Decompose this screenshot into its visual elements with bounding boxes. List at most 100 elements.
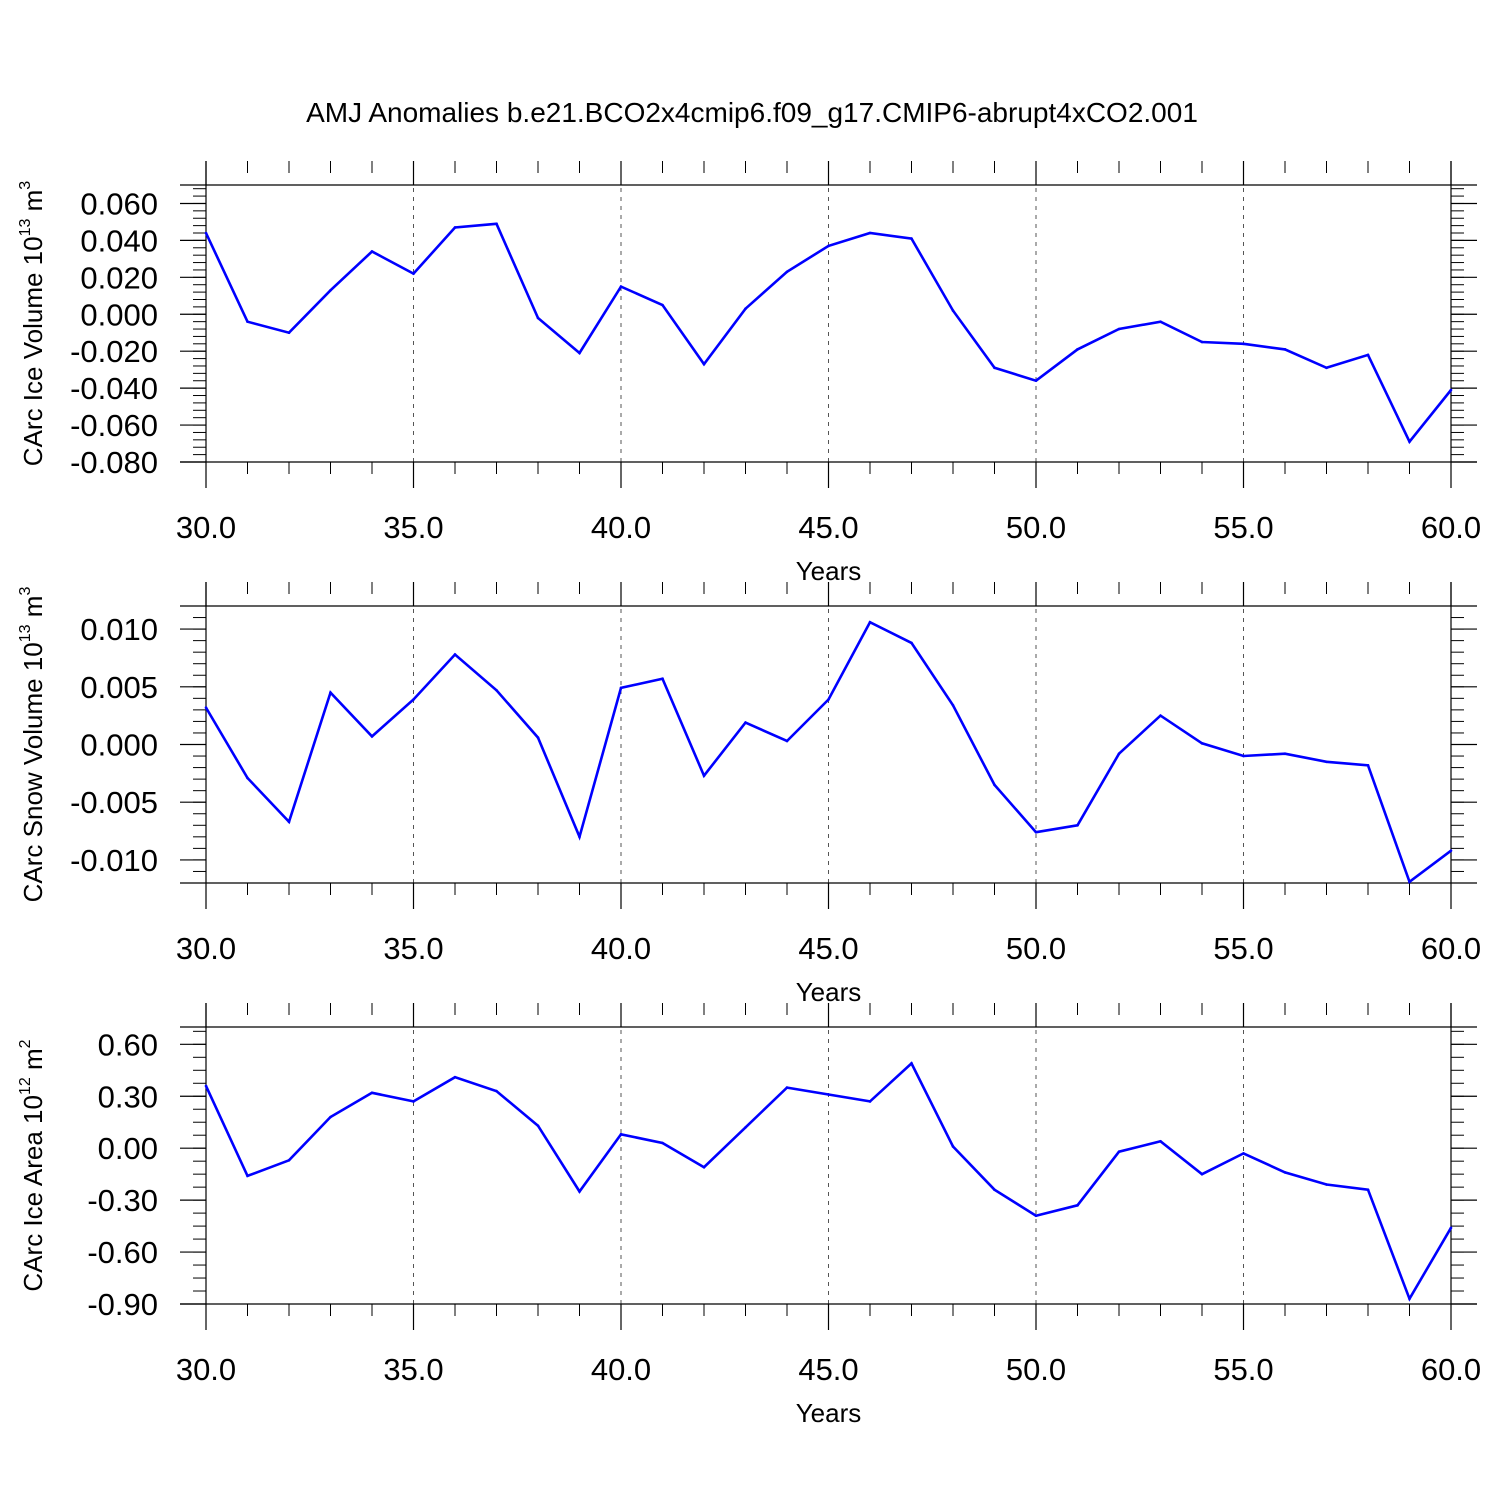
data-point: [453, 1075, 457, 1079]
x-tick-label: 55.0: [1213, 510, 1273, 545]
data-point: [785, 1086, 789, 1089]
y-tick-label: 0.00: [98, 1131, 158, 1166]
data-point: [1200, 340, 1204, 344]
data-point: [702, 1165, 706, 1169]
data-point: [868, 620, 872, 624]
data-point: [1159, 714, 1162, 717]
data-point: [412, 272, 415, 275]
data-point: [453, 653, 457, 656]
data-point: [951, 309, 955, 312]
data-point: [370, 1091, 374, 1095]
x-tick-label: 35.0: [383, 931, 443, 966]
data-point: [827, 244, 830, 248]
data-point: [1449, 1226, 1453, 1230]
y-tick-label: 0.010: [80, 612, 158, 647]
data-point: [1283, 348, 1287, 351]
y-tick-label: -0.020: [70, 334, 158, 369]
x-axis-label: Years: [796, 556, 862, 586]
x-tick-label: 45.0: [798, 931, 858, 966]
y-axis-label: CArc Ice Area 1012 m2: [17, 1039, 48, 1291]
data-point: [1117, 752, 1121, 756]
y-tick-label: 0.60: [98, 1027, 158, 1062]
data-point: [246, 1174, 249, 1178]
data-point: [578, 1190, 581, 1193]
y-axis-label: CArc Snow Volume 1013 m3: [17, 587, 48, 903]
y-tick-label: -0.060: [70, 408, 158, 443]
data-point: [1117, 327, 1121, 331]
data-point: [1283, 1171, 1287, 1174]
data-point: [827, 1093, 830, 1096]
x-tick-label: 60.0: [1421, 1352, 1481, 1387]
data-point: [246, 776, 249, 780]
chart-panel-3: 0.60 0.30 0.00 -0.30 -0.60 -0.90 30.0 35.0 40.0 4…: [17, 1003, 1481, 1428]
data-point: [495, 1089, 498, 1093]
y-axis-label: CArc Ice Volume 1013 m3: [17, 181, 48, 466]
data-point: [204, 231, 208, 235]
data-point: [287, 820, 291, 824]
data-point: [910, 237, 913, 240]
x-tick-label: 45.0: [798, 1352, 858, 1387]
data-point: [910, 1062, 913, 1065]
data-point: [329, 691, 332, 694]
data-point: [661, 677, 664, 681]
data-point: [204, 706, 208, 709]
figure-title: AMJ Anomalies b.e21.BCO2x4cmip6.f09_g17.…: [306, 97, 1198, 128]
data-point: [1408, 880, 1411, 884]
data-point: [412, 698, 415, 701]
series-line: [204, 620, 1452, 884]
data-point: [1242, 342, 1245, 346]
data-point: [495, 222, 498, 226]
x-tick-label: 35.0: [383, 1352, 443, 1387]
data-point: [868, 231, 872, 235]
data-point: [370, 250, 374, 253]
y-tick-label: 0.040: [80, 223, 158, 258]
data-point: [287, 1159, 291, 1162]
data-point: [993, 783, 996, 787]
x-axis-label: Years: [796, 977, 862, 1007]
data-point: [1076, 348, 1079, 351]
data-point: [744, 1126, 747, 1129]
chart-panel-2: 0.010 0.005 0.000 -0.005 -0.010 30.0 35.0 40.0 4…: [17, 582, 1481, 1007]
data-point: [204, 1084, 208, 1088]
data-point: [1449, 388, 1453, 392]
data-point: [1366, 763, 1370, 767]
data-point: [329, 1115, 332, 1119]
data-point: [578, 835, 581, 839]
data-point: [785, 739, 789, 743]
y-tick-label: 0.020: [80, 260, 158, 295]
data-point: [1325, 1183, 1328, 1186]
data-point: [1034, 379, 1038, 383]
data-point: [702, 774, 706, 777]
data-point: [1076, 823, 1079, 827]
data-point: [951, 1145, 955, 1148]
data-point: [246, 320, 249, 323]
data-point: [910, 641, 913, 645]
data-point: [536, 736, 540, 739]
data-point: [661, 1141, 664, 1145]
data-point: [1159, 1139, 1162, 1143]
data-point: [370, 735, 374, 738]
x-tick-label: 50.0: [1006, 510, 1066, 545]
data-point: [412, 1100, 415, 1103]
data-point: [1242, 754, 1245, 758]
data-point: [1325, 366, 1328, 370]
data-point: [619, 285, 623, 288]
data-point: [495, 688, 498, 692]
data-point: [1366, 353, 1370, 357]
x-tick-label: 60.0: [1421, 510, 1481, 545]
y-tick-label: -0.040: [70, 371, 158, 406]
y-tick-label: -0.010: [70, 843, 158, 878]
data-point: [329, 288, 332, 292]
data-point: [1449, 849, 1453, 852]
data-point: [827, 698, 830, 701]
data-point: [1117, 1150, 1121, 1153]
data-point: [536, 316, 540, 320]
y-tick-label: 0.000: [80, 728, 158, 763]
x-tick-label: 55.0: [1213, 931, 1273, 966]
data-point: [1283, 752, 1287, 756]
y-tick-label: -0.080: [70, 445, 158, 480]
data-point: [1200, 742, 1204, 745]
data-point: [1034, 830, 1038, 834]
y-tick-label: -0.005: [70, 785, 158, 820]
